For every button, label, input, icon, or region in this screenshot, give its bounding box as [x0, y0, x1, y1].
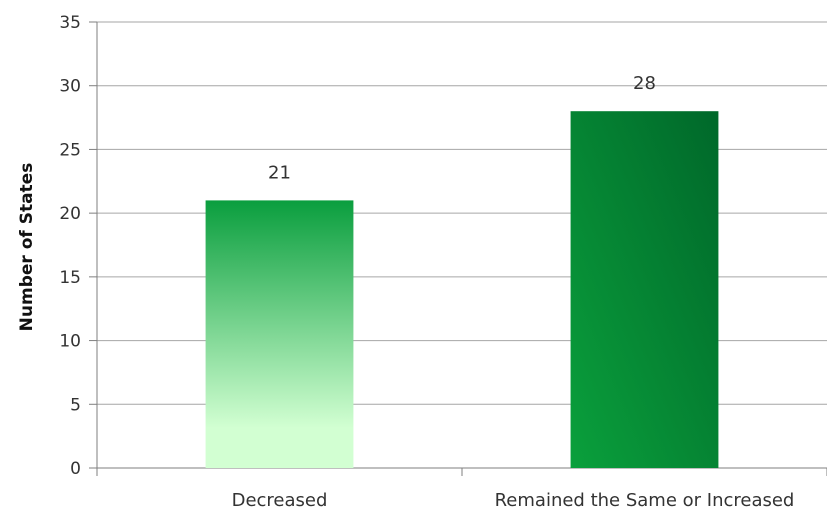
y-tick-label-35: 35 — [59, 13, 81, 33]
y-tick-label-25: 25 — [59, 140, 81, 160]
data-label-0: 21 — [268, 162, 291, 183]
bar-remained-the-same-or-increased — [570, 111, 719, 468]
y-tick-label-30: 30 — [59, 77, 81, 97]
bar-decreased — [205, 200, 354, 468]
bars — [205, 111, 719, 468]
y-tick-label-15: 15 — [59, 268, 81, 288]
y-tick-label-20: 20 — [59, 204, 81, 224]
y-axis-title: Number of States — [17, 163, 37, 332]
data-label-1: 28 — [633, 73, 656, 94]
x-category-label-0: Decreased — [232, 490, 328, 511]
y-tick-label-0: 0 — [70, 459, 81, 479]
labels: 0 5 10 15 20 25 30 35 21 Decreased 28 Remained the … — [59, 13, 794, 511]
y-tick-label-5: 5 — [70, 395, 81, 415]
x-category-label-1: Remained the Same or Increased — [495, 490, 795, 511]
y-tick-label-10: 10 — [59, 332, 81, 352]
